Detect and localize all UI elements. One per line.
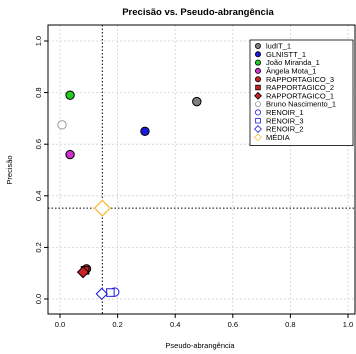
legend-label: RENOIR_1 [266,108,304,117]
point-joao-miranda-1 [65,90,75,100]
x-tick-label: 0.0 [55,320,65,329]
legend-label: RAPPORTAGICO_3 [266,75,334,84]
point-renoir-2 [95,287,108,301]
y-tick-label: 1.0 [34,36,43,46]
y-tick-label: 0.2 [34,242,43,252]
y-tick-label: 0.8 [34,87,43,97]
legend-label: GLNISTT_1 [266,50,306,59]
x-tick-label: 0.2 [112,320,122,329]
legend-marker-bruno-nascimento-1 [254,101,261,108]
legend-marker-renoir-3 [255,117,261,124]
legend-label: RAPPORTAGICO_2 [266,83,334,92]
point-renoir-3 [106,288,115,297]
y-axis-label: Precisão [5,155,14,184]
legend-marker-media [254,133,262,142]
x-tick-label: 0.8 [285,320,295,329]
legend-marker-rapportagico-2 [255,84,261,91]
x-axis-ticks: 0.0 0.2 0.4 0.6 0.8 1.0 [55,314,353,329]
legend-marker-rapportagico-3 [254,76,261,83]
point-media [93,199,112,217]
legend-marker-glnistt-1 [254,51,261,58]
point-glnistt-1 [140,126,150,137]
y-axis-ticks: 0.0 0.2 0.4 0.6 0.8 1.0 [34,36,48,304]
plot-frame [47,24,356,315]
y-tick-label: 0.4 [34,191,43,201]
legend-label: RENOIR_2 [266,125,304,134]
legend-label: Bruno Nascimento_1 [266,100,336,109]
chart-title: Precisão vs. Pseudo-abrangência [122,7,274,18]
point-angela-mota-1 [65,149,75,160]
legend-label: ludIT_1 [266,42,291,51]
y-tick-label: 0.0 [34,294,43,304]
point-rapportagico-1 [76,266,90,279]
legend-marker-rapportagico-1 [254,91,262,100]
reference-lines [48,25,355,314]
x-tick-label: 0.4 [170,320,180,329]
point-bruno-nascimento-1 [57,120,67,130]
legend-marker-renoir-2 [254,125,262,133]
legend-marker-joao-miranda-1 [254,59,261,66]
point-ludit-1 [192,96,202,107]
y-tick-label: 0.6 [34,139,43,149]
legend-marker-ludit-1 [254,43,261,50]
legend-label: João Miranda_1 [266,58,320,67]
data-points [57,90,202,301]
legend-label: RENOIR_3 [266,116,304,125]
x-tick-label: 0.6 [228,320,238,329]
legend-marker-renoir-1 [254,109,261,116]
legend-marker-angela-mota-1 [254,67,261,74]
legend-label: RAPPORTAGICO_1 [266,91,334,100]
x-axis-label: Pseudo-abrangência [165,341,235,350]
legend-box [249,39,354,146]
x-tick-label: 1.0 [343,320,353,329]
legend-label: Ângela Mota_1 [266,67,316,76]
legend-label: MÉDIA [266,133,290,142]
